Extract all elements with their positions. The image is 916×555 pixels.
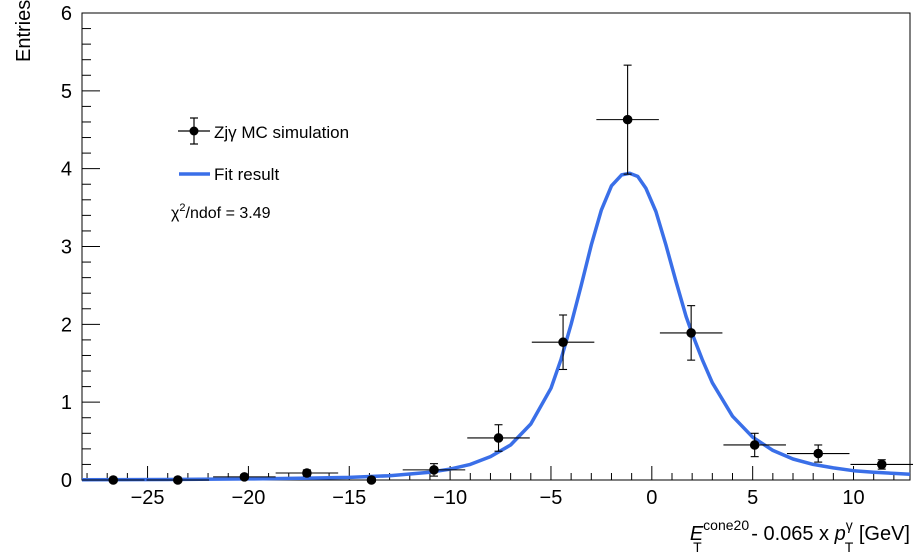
point-marker [493,433,504,443]
x-axis-label: Econe20 T - 0.065 x pγ T [GeV] [690,517,910,555]
y-tick-label: 2 [61,314,72,336]
x-label-p-sup: γ [846,517,853,533]
x-tick-label: 10 [842,487,864,509]
point-marker [108,475,119,485]
chi2-annotation: χ2/ndof = 3.49 [171,202,271,222]
x-label-unit: [GeV] [853,523,910,545]
x-tick-label: −20 [231,487,265,509]
chi-rest: /ndof = 3.49 [186,205,271,222]
data-point [467,424,530,452]
y-axis-label: Entries [13,0,35,62]
plot-frame [81,12,911,481]
data-point [723,432,786,458]
x-tick-label: 0 [646,487,657,509]
data-points-layer [82,64,914,485]
point-marker [173,475,183,485]
point-marker [686,328,696,338]
y-tick-label: 5 [61,81,72,103]
x-label-main-sub: T [693,539,702,555]
y-tick-label: 3 [61,237,72,259]
point-marker [239,472,250,482]
legend-marker-points [178,117,210,145]
data-point [659,305,723,361]
tick-labels: −25 −20 −15 −10 −5 0 5 10 0 1 2 3 4 5 6 [61,3,865,509]
data-point [786,444,850,463]
point-marker [366,475,377,485]
y-tick-label: 0 [61,470,72,492]
data-point [850,459,914,470]
x-tick-label: −10 [433,487,467,509]
x-label-middle: - 0.065 x [746,523,835,545]
data-point [146,475,210,485]
point-marker [429,465,439,475]
x-label-main: E [690,523,704,545]
x-label-p-sub: T [845,539,854,555]
axis-ticks [82,12,895,481]
y-tick-label: 1 [61,392,72,414]
point-marker [749,440,760,450]
point-marker [622,114,633,125]
data-point [275,468,339,478]
y-tick-label: 4 [61,159,72,181]
legend-label-fit: Fit result [214,165,279,184]
data-point [213,472,276,482]
legend: Zjγ MC simulation Fit result [178,117,349,184]
x-tick-label: −25 [131,487,165,509]
legend-label-mc: Zjγ MC simulation [214,123,349,142]
x-tick-label: −15 [332,487,366,509]
point-marker [302,468,312,478]
point-marker [558,337,568,348]
y-tick-label: 6 [61,3,72,25]
x-label-p: p [834,523,846,545]
data-point [402,463,466,477]
data-point [82,475,145,485]
x-tick-label: −5 [540,487,563,509]
chi-symbol: χ [171,205,180,222]
point-marker [876,459,887,470]
point-marker [813,448,824,459]
x-label-main-sup: cone20 [703,517,749,533]
data-point [531,314,595,371]
chi-sup: 2 [179,202,185,214]
data-point [596,64,659,175]
data-point [340,475,403,485]
x-tick-label: 5 [747,487,758,509]
